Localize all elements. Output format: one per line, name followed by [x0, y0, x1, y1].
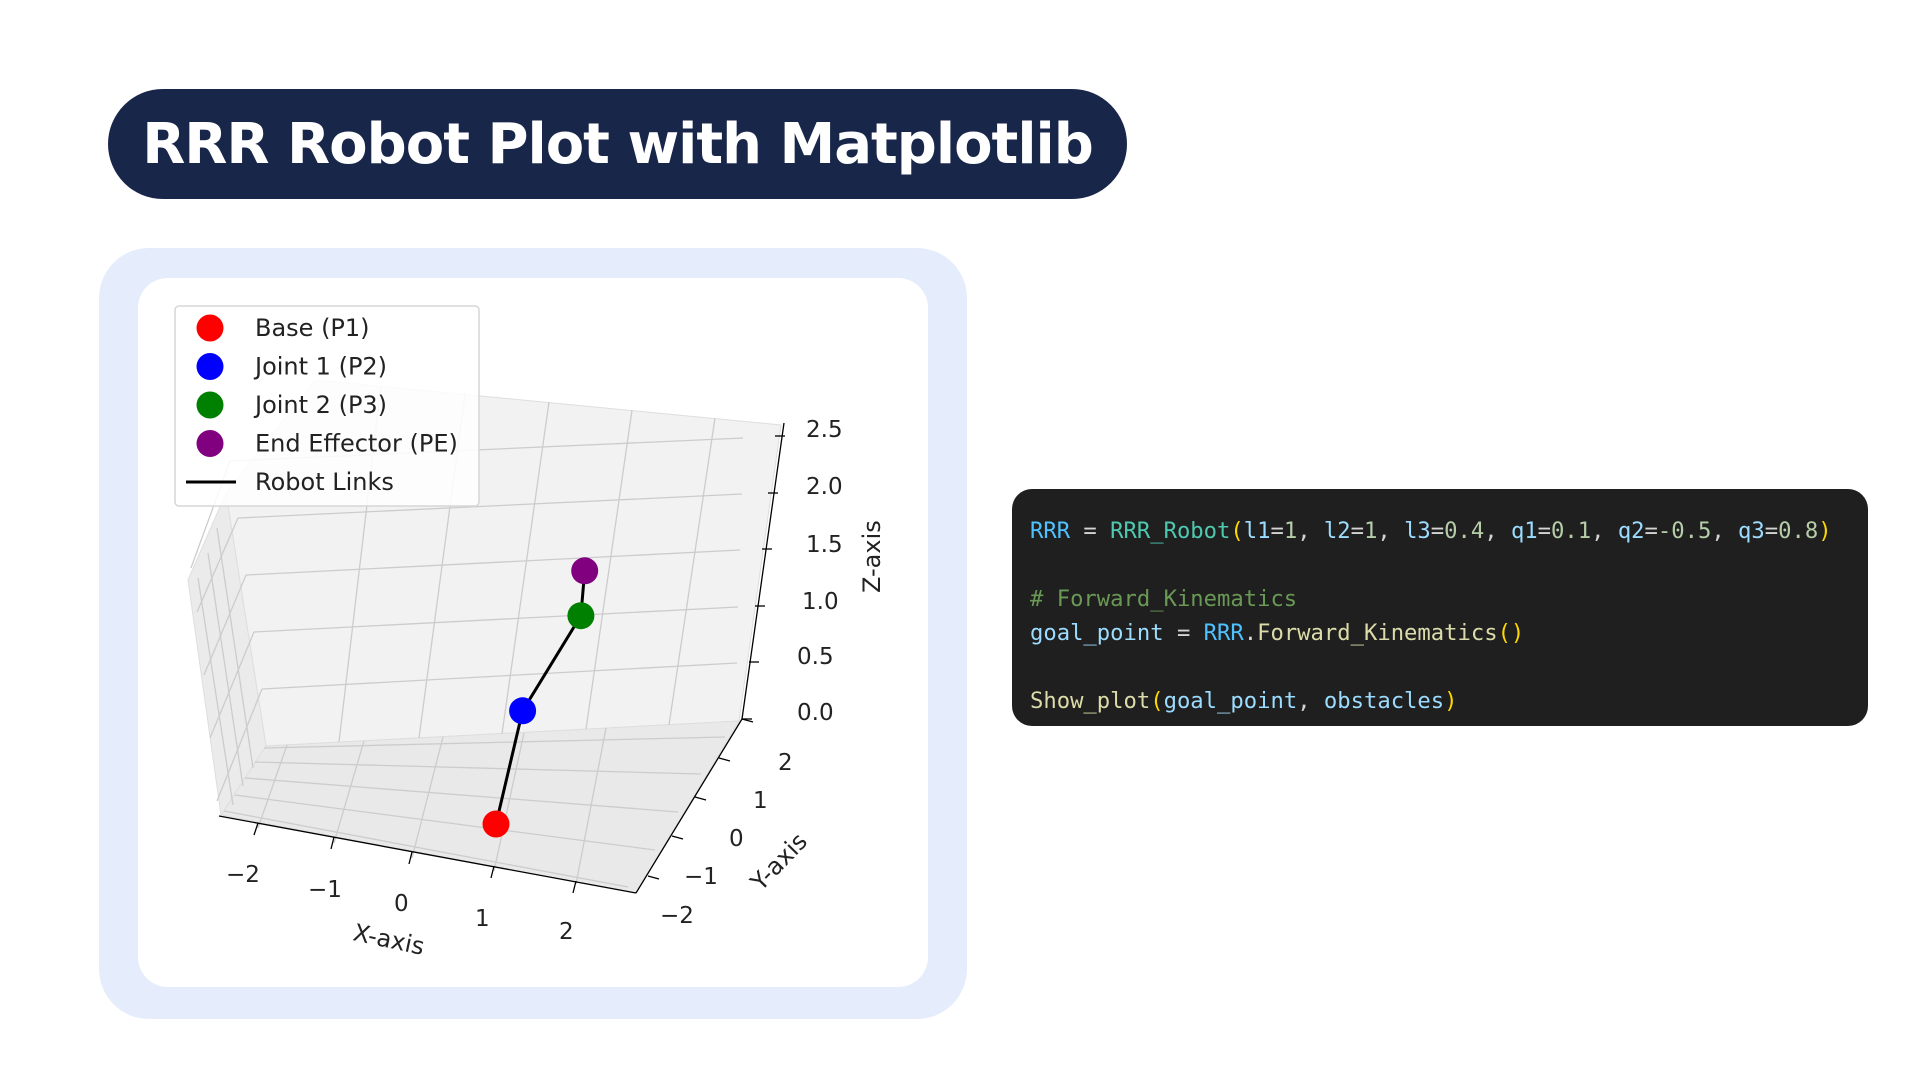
y-tick-label: 2 [778, 750, 793, 776]
tick-marks [253, 435, 785, 894]
code-token: 0.1 [1551, 518, 1592, 544]
robot-3d-plot: −2 −1 0 1 2 −2 −1 0 1 2 0.0 0.5 1.0 1.5 … [174, 305, 886, 961]
legend-marker [196, 391, 224, 419]
y-axis-line [635, 718, 743, 894]
z-tick-label: 0.5 [797, 644, 834, 670]
legend-marker [196, 430, 224, 457]
x-tick-label: 2 [559, 919, 574, 945]
code-token: RRR [1030, 518, 1071, 544]
code-token: goal_point [1030, 620, 1164, 646]
code-token: = [1644, 518, 1658, 544]
plot-card: −2 −1 0 1 2 −2 −1 0 1 2 0.0 0.5 1.0 1.5 … [138, 278, 928, 987]
legend-marker [196, 353, 224, 380]
legend-label: Robot Links [255, 468, 394, 496]
z-tick-label: 2.5 [806, 417, 843, 443]
code-token: , [1711, 518, 1739, 544]
code-token: obstacles [1323, 688, 1445, 714]
legend-label: Base (P1) [255, 314, 370, 342]
code-line: goal_point = RRR.Forward_Kinematics() [1030, 616, 1868, 650]
code-token: 1 [1363, 518, 1378, 544]
title-banner: RRR Robot Plot with Matplotlib [108, 89, 1127, 199]
code-token: 1 [1283, 518, 1298, 544]
code-token: l3 [1404, 518, 1431, 544]
code-token: q1 [1510, 518, 1538, 544]
slide-title: RRR Robot Plot with Matplotlib [142, 111, 1094, 177]
y-tick-label: 0 [729, 826, 744, 852]
code-token: , [1297, 518, 1324, 544]
code-token: = [1350, 518, 1364, 544]
code-token: q3 [1738, 518, 1765, 544]
code-token: = [1764, 518, 1779, 544]
robot-point-4 [571, 557, 599, 585]
robot-point-1 [482, 810, 510, 838]
legend: Base (P1) Joint 1 (P2) Joint 2 (P3) End Eff… [174, 305, 480, 507]
legend-marker [196, 314, 224, 342]
x-axis-label: X-axis [351, 918, 427, 960]
code-token: = [1270, 518, 1284, 544]
legend-label: Joint 1 (P2) [253, 353, 387, 381]
code-token: l2 [1323, 518, 1351, 544]
code-token: () [1497, 620, 1525, 646]
code-block: RRR = RRR_Robot(l1=1, l2=1, l3=0.4, q1=0… [1012, 489, 1868, 726]
gridlines [190, 385, 744, 888]
code-line: RRR = RRR_Robot(l1=1, l2=1, l3=0.4, q1=0… [1030, 514, 1868, 548]
x-tick-label: −2 [226, 862, 260, 888]
code-token: , [1591, 518, 1618, 544]
code-token: Forward_Kinematics [1257, 620, 1498, 646]
code-token: , [1297, 688, 1324, 714]
code-token: = [1163, 620, 1204, 646]
y-axis-label: Y-axis [744, 827, 812, 896]
code-token: RRR [1203, 620, 1244, 646]
y-tick-label: −1 [684, 864, 718, 890]
code-token: q2 [1617, 518, 1645, 544]
legend-box [174, 305, 480, 507]
y-tick-label: 1 [753, 788, 768, 814]
y-tick-label: −2 [660, 903, 694, 929]
legend-label: End Effector (PE) [255, 430, 458, 458]
code-token: # Forward_Kinematics [1030, 586, 1298, 612]
legend-label: Joint 2 (P3) [253, 391, 387, 419]
code-token: 0.8 [1778, 518, 1819, 544]
code-line [1030, 650, 1868, 684]
code-token: 0.4 [1444, 518, 1485, 544]
code-token: l1 [1243, 518, 1271, 544]
code-token: RRR_Robot [1110, 518, 1231, 544]
code-line [1030, 548, 1868, 582]
code-token: ) [1818, 518, 1832, 544]
robot-point-3 [567, 602, 595, 630]
code-token: , [1377, 518, 1405, 544]
code-token: ( [1150, 688, 1164, 714]
code-token: = [1070, 518, 1111, 544]
z-tick-label: 2.0 [806, 474, 843, 500]
x-tick-label: −1 [308, 877, 342, 903]
code-line: Show_plot(goal_point, obstacles) [1030, 684, 1868, 718]
code-line: # Forward_Kinematics [1030, 582, 1868, 616]
z-tick-label: 0.0 [797, 700, 834, 726]
x-axis-line [218, 815, 637, 894]
robot-points [482, 557, 599, 838]
z-tick-label: 1.0 [802, 589, 839, 615]
x-tick-label: 0 [394, 891, 409, 917]
z-axis-label: Z-axis [858, 520, 886, 593]
z-tick-label: 1.5 [806, 532, 843, 558]
code-token: ( [1230, 518, 1244, 544]
code-token: = [1430, 518, 1445, 544]
code-token: ) [1444, 688, 1458, 714]
code-token: -0.5 [1657, 518, 1712, 544]
code-token: Show_plot [1030, 688, 1151, 714]
x-tick-label: 1 [475, 906, 490, 932]
code-token: = [1537, 518, 1552, 544]
code-token: , [1484, 518, 1511, 544]
robot-point-2 [509, 697, 537, 725]
robot-links-line [494, 570, 587, 825]
z-axis-line [741, 422, 785, 720]
code-token: goal_point [1163, 688, 1298, 714]
code-token: . [1243, 620, 1258, 646]
